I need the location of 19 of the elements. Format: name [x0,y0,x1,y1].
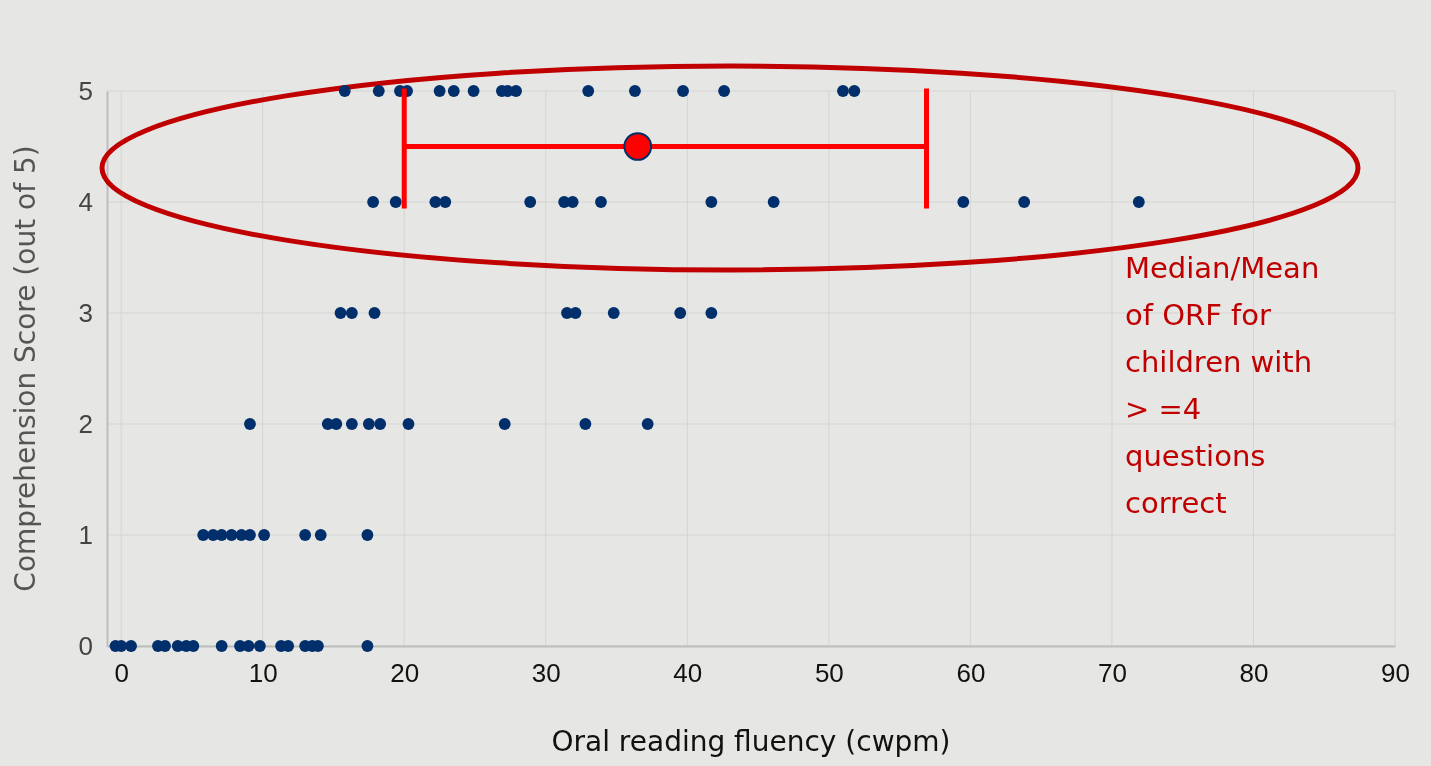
x-tick-label: 0 [114,658,129,689]
x-tick-label: 80 [1239,658,1269,689]
y-tick-label: 2 [78,408,93,439]
y-axis-title: Comprehension Score (out of 5) [9,145,42,592]
y-tick-label: 3 [78,297,93,328]
x-tick-label: 60 [956,658,986,689]
y-tick-label: 4 [78,186,93,217]
x-tick-label: 90 [1381,658,1410,689]
y-tick-label: 5 [78,75,93,106]
x-tick-label: 70 [1097,658,1127,689]
x-tick-label: 20 [390,658,420,689]
x-tick-label: 40 [673,658,703,689]
x-tick-label: 50 [814,658,844,689]
x-axis-title: Oral reading fluency (cwpm) [551,725,951,758]
x-tick-label: 30 [531,658,561,689]
y-tick-label: 1 [78,519,93,550]
y-tick-label: 0 [78,630,93,661]
annotation: Median/Mean of ORF for children with > =4 questions correct [1125,251,1320,520]
x-tick-label: 10 [248,658,278,689]
